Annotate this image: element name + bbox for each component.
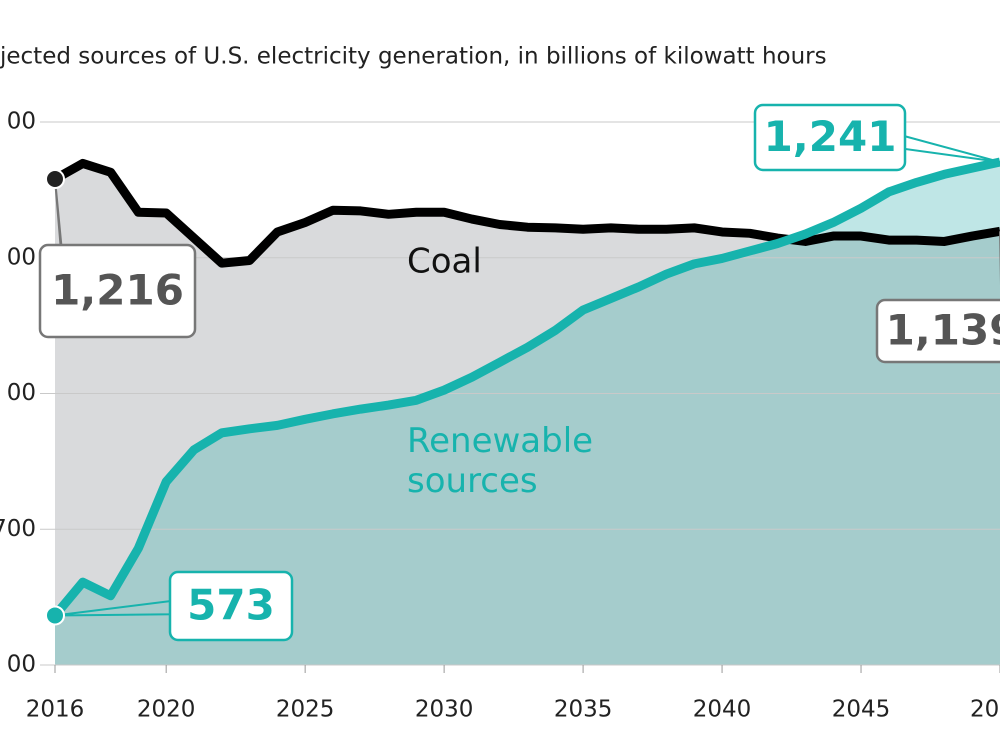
data-label: 1,139 <box>886 306 1000 355</box>
callout-box <box>875 298 1000 364</box>
end-dot <box>45 605 65 626</box>
series-line <box>52 158 1000 268</box>
series-line <box>51 157 1000 619</box>
callout-box <box>38 243 197 339</box>
y-tick-label: 00 <box>7 109 36 135</box>
chart-title: jected sources of U.S. electricity gener… <box>0 44 827 70</box>
series-label: Coal <box>407 242 482 282</box>
overlap-area <box>55 231 1000 665</box>
end-dot <box>45 169 65 190</box>
x-tick-label: 2016 <box>26 697 85 723</box>
series-label: Renewable sources <box>407 421 593 501</box>
x-tick-label: 2020 <box>137 697 196 723</box>
callout-box <box>753 103 907 172</box>
data-label: 573 <box>187 581 275 630</box>
data-label: 1,216 <box>51 266 184 315</box>
y-tick-label: 700 <box>0 516 36 542</box>
x-tick-label: 2040 <box>693 697 752 723</box>
x-tick-label: 205 <box>970 697 1000 723</box>
data-label: 1,241 <box>764 112 897 161</box>
x-tick-label: 2030 <box>415 697 474 723</box>
callout-box <box>168 570 294 642</box>
y-tick-label: 00 <box>7 244 36 270</box>
y-tick-label: 00 <box>7 652 36 678</box>
x-tick-label: 2025 <box>276 697 335 723</box>
x-tick-label: 2035 <box>554 697 613 723</box>
x-tick-label: 2045 <box>832 697 891 723</box>
y-tick-label: 00 <box>7 380 36 406</box>
